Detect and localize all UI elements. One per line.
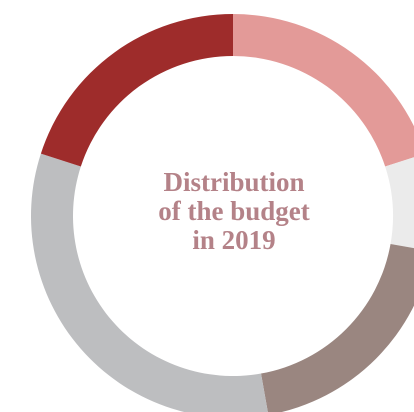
donut-center-title-line-1: Distribution <box>112 168 356 197</box>
donut-slice-2 <box>385 154 414 252</box>
donut-center-title: Distribution of the budget in 2019 <box>112 168 356 255</box>
donut-slice-1 <box>233 14 414 167</box>
donut-slice-3 <box>261 244 414 412</box>
donut-slice-5 <box>41 14 233 167</box>
donut-center-title-line-3: in 2019 <box>112 226 356 255</box>
donut-center-title-line-2: of the budget <box>112 197 356 226</box>
